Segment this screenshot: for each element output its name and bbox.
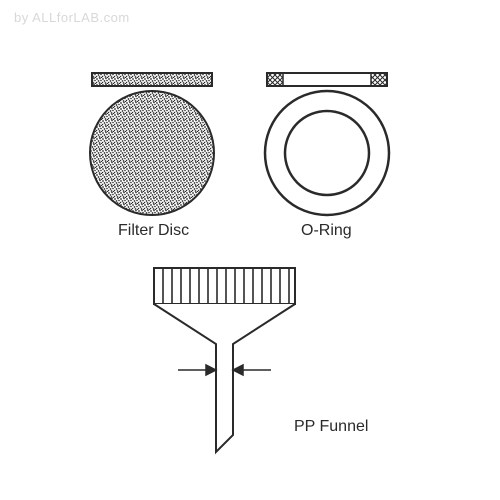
funnel-cap xyxy=(154,268,295,304)
filter-disc-group xyxy=(90,73,214,215)
o-ring-edge-hatch-left xyxy=(268,74,283,85)
o-ring-edge-view xyxy=(267,73,387,86)
diagram-svg xyxy=(0,0,500,500)
pp-funnel-group xyxy=(154,268,295,452)
diagram-canvas: by ALLforLAB.com xyxy=(0,0,500,500)
pp-funnel-label: PP Funnel xyxy=(294,418,368,436)
o-ring-group xyxy=(265,73,389,215)
filter-disc-face-view xyxy=(90,91,214,215)
funnel-body xyxy=(154,304,295,452)
o-ring-label: O-Ring xyxy=(301,222,352,240)
filter-disc-edge-view xyxy=(92,73,212,86)
filter-disc-label: Filter Disc xyxy=(118,222,189,240)
o-ring-inner-circle xyxy=(285,111,369,195)
o-ring-edge-hatch-right xyxy=(371,74,386,85)
